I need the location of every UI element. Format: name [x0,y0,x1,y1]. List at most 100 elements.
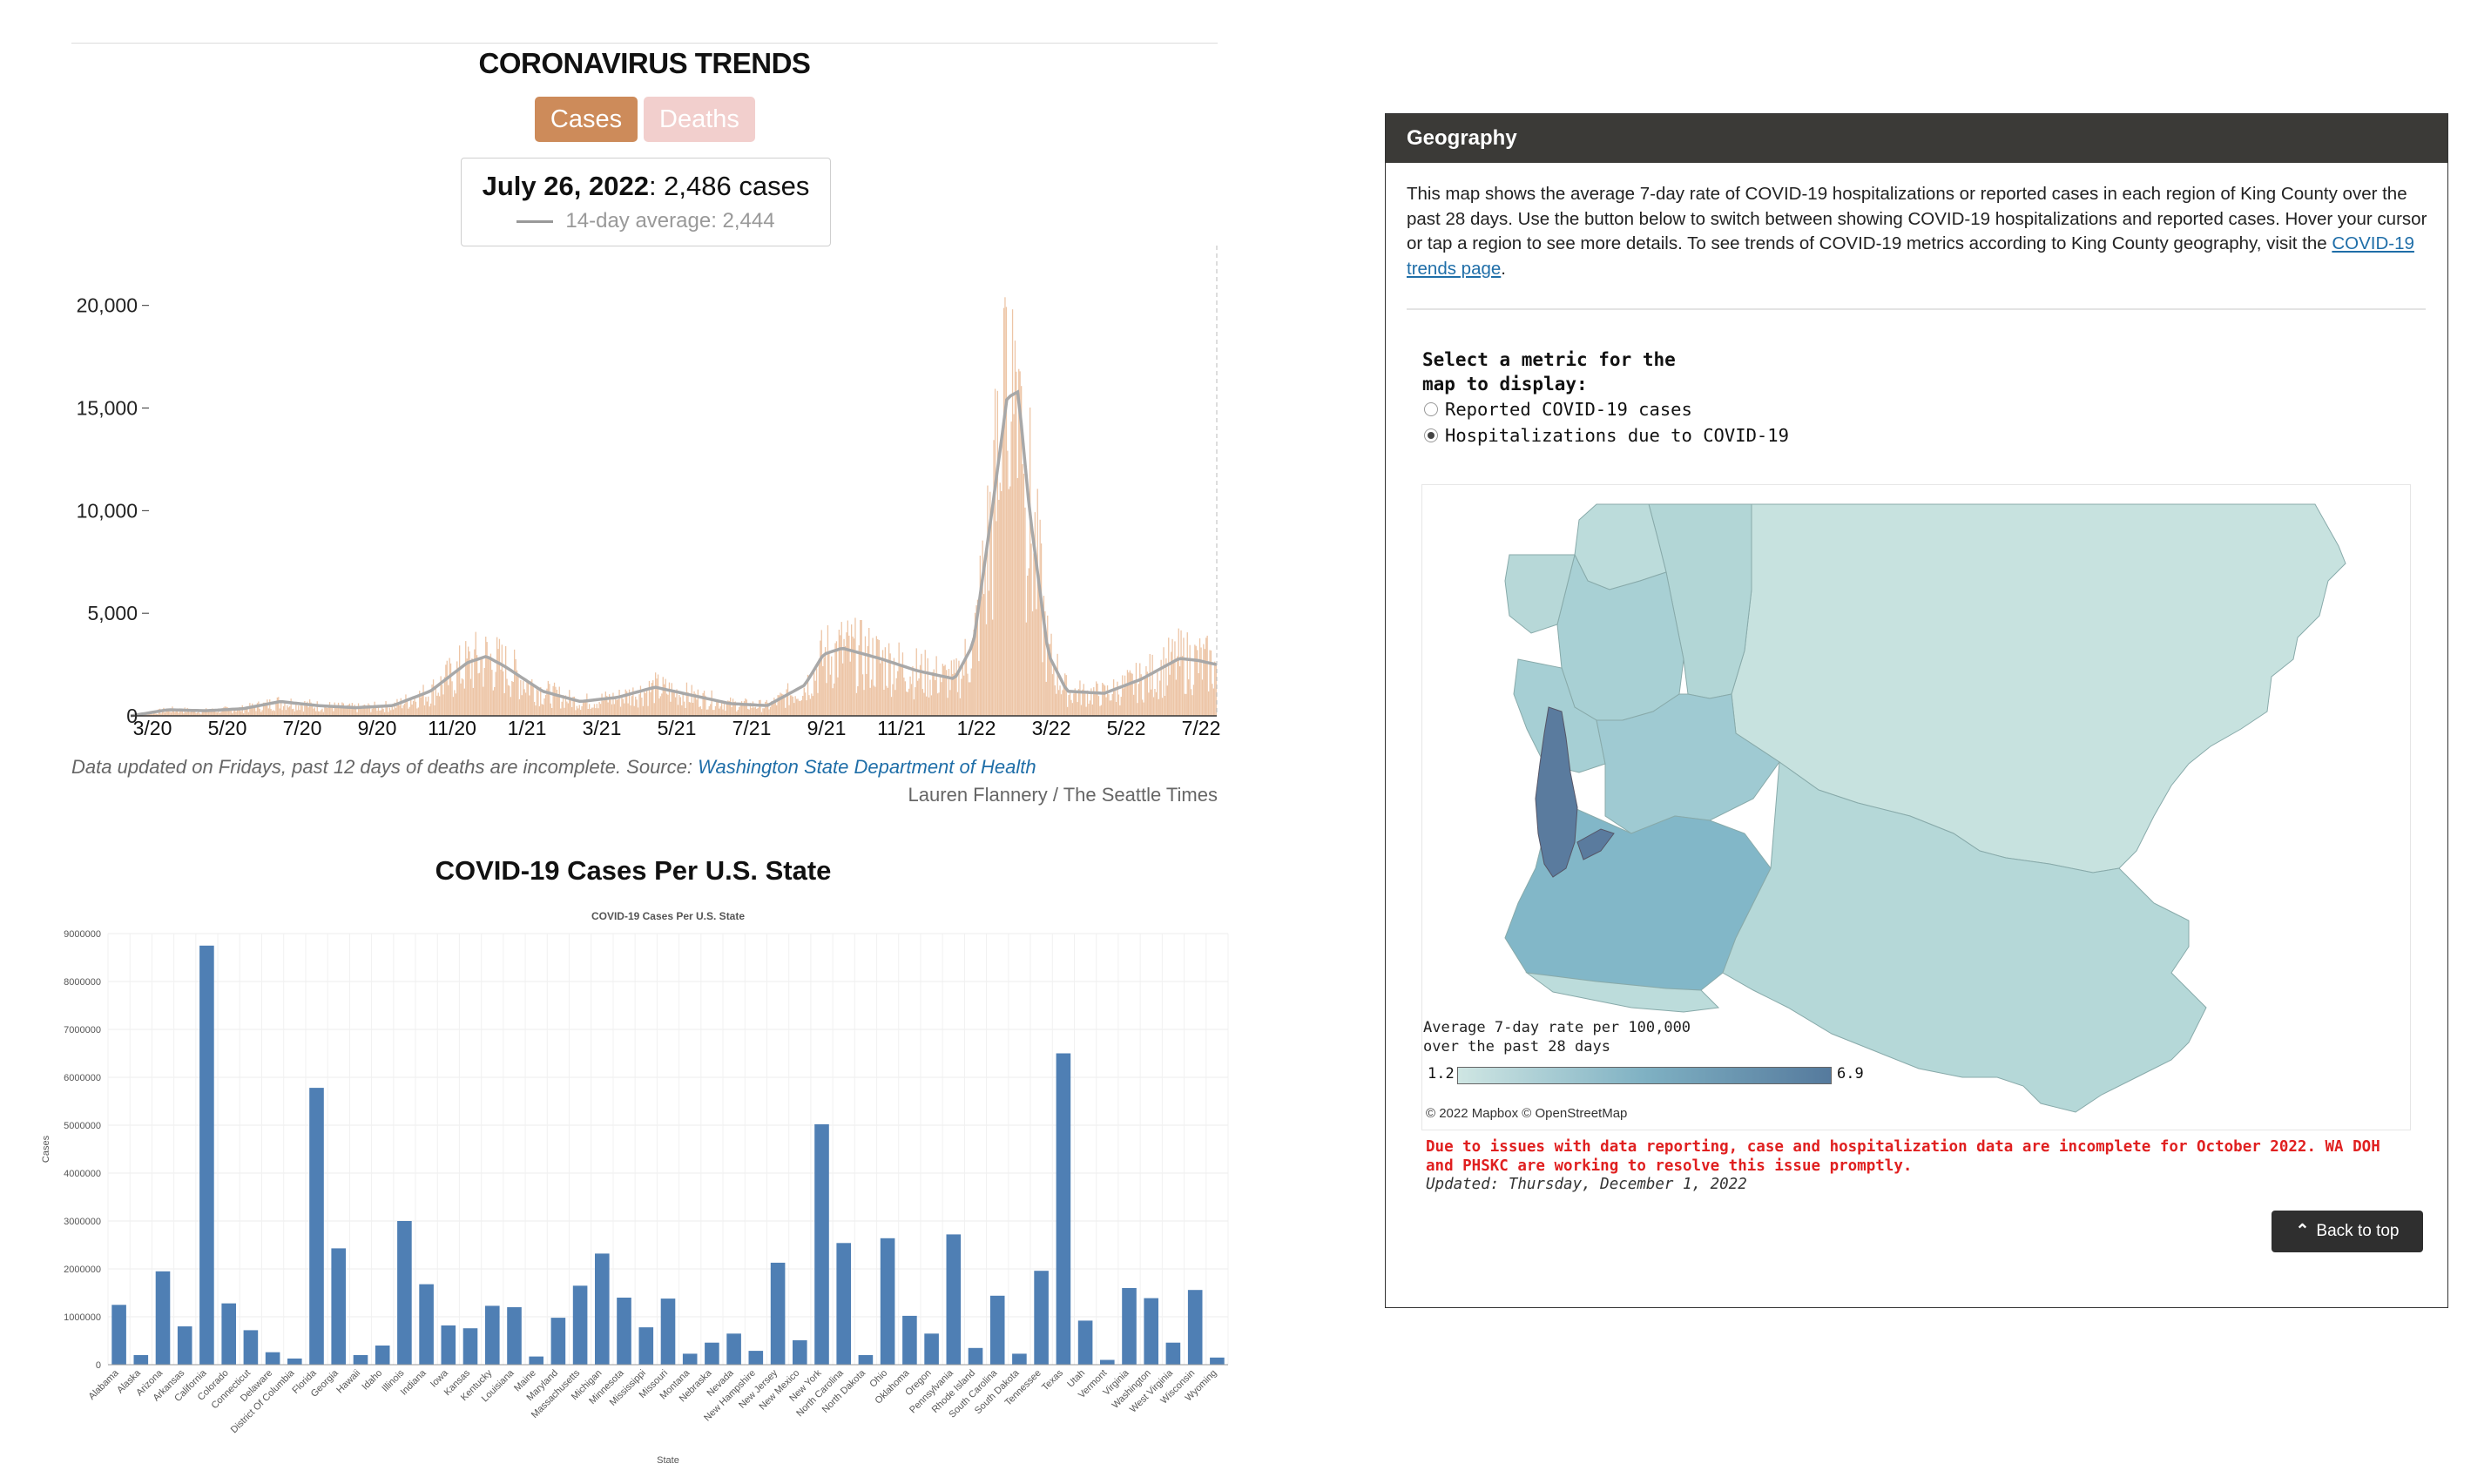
daily-case-bar [667,694,669,716]
daily-case-bar [749,703,752,716]
daily-case-bar [693,691,695,716]
back-to-top-button[interactable]: ⌃ Back to top [2272,1211,2423,1252]
source-link[interactable]: Washington State Department of Health [698,756,1036,778]
map-regions[interactable] [1422,485,2410,1130]
cases-toggle-button[interactable]: Cases [535,97,638,142]
daily-case-bar [1045,681,1047,716]
daily-case-bar [1013,414,1015,716]
daily-case-bar [745,698,746,716]
daily-case-bar [1180,630,1182,716]
trends-page-link[interactable]: COVID-19 trends page [1407,233,2414,279]
daily-case-bar [506,678,508,716]
daily-case-bar [449,663,452,716]
daily-case-bar [797,698,799,716]
map-region-southeast[interactable] [1722,761,2207,1113]
daily-case-bar [276,697,278,716]
daily-case-bar [322,712,324,716]
daily-case-bar [347,705,348,716]
caption-text: Data updated on Fridays, past 12 days of… [71,756,699,778]
daily-case-bar [1030,543,1032,716]
king-county-map[interactable]: Average 7-day rate per 100,000 over the p… [1421,484,2411,1130]
description-text: This map shows the average 7-day rate of… [1407,184,2427,253]
daily-case-bar [365,707,367,716]
daily-case-bar [483,667,485,716]
state-bar [989,1295,1005,1365]
map-region-vashon[interactable] [1535,706,1578,878]
daily-case-bar [688,702,690,716]
daily-case-bar [646,689,648,716]
state-bar [309,1088,324,1365]
deaths-toggle-button[interactable]: Deaths [644,97,755,142]
map-region-west-harbor[interactable] [1504,554,1576,634]
daily-case-bar [432,679,435,716]
radio-option-hospitalizations[interactable]: Hospitalizations due to COVID-19 [1424,425,1789,446]
daily-case-bar [179,708,181,716]
daily-case-bar [481,656,483,716]
radio-hospitalizations[interactable] [1424,428,1438,442]
daily-case-bar [560,708,562,716]
daily-case-bar [285,710,287,716]
daily-case-bar [1060,694,1063,716]
daily-case-bar [469,678,472,716]
daily-case-bar [454,690,456,716]
legend-color-scale [1457,1067,1832,1084]
daily-case-bar [570,698,571,716]
daily-case-bar [1209,650,1211,716]
daily-case-bar [1096,681,1097,716]
daily-case-bar [157,714,159,716]
daily-case-bar [696,699,698,716]
state-bar [243,1330,259,1365]
daily-case-bar [1129,670,1131,716]
daily-case-bar [183,713,185,716]
daily-case-bar [166,710,168,716]
daily-case-bar [192,709,194,716]
daily-case-bar [892,684,894,716]
map-region-maury[interactable] [1576,828,1615,860]
daily-case-bar [831,656,833,716]
daily-case-bar [921,689,923,716]
daily-case-bar [848,635,850,716]
daily-case-bar [1201,679,1204,716]
map-region-central[interactable] [1596,693,1780,834]
daily-case-bar [952,674,954,716]
radio-cases[interactable] [1424,402,1438,416]
daily-case-bar [1100,705,1102,716]
daily-case-bar [403,703,406,716]
daily-case-bar [1178,628,1179,716]
state-bar [968,1347,983,1366]
radio-option-cases[interactable]: Reported COVID-19 cases [1424,399,1692,420]
state-bar [836,1243,851,1365]
daily-case-bar [1194,644,1196,716]
daily-case-bar [676,689,678,716]
x-tick-label: Texas [1040,1367,1065,1393]
daily-case-bar [759,699,761,716]
daily-case-bar [861,674,864,716]
daily-case-bar [247,712,249,716]
daily-case-bar [607,702,609,716]
daily-case-bar [807,674,809,716]
daily-case-bar [796,698,798,716]
daily-case-bar [233,711,234,716]
daily-case-bar [802,696,804,716]
daily-case-bar [527,680,530,716]
daily-case-bar [699,705,701,716]
daily-case-bar [397,703,399,716]
daily-case-bar [849,661,851,716]
daily-case-bar [757,708,759,716]
daily-case-bar [381,706,383,716]
daily-case-bar [674,697,677,716]
daily-case-bar [419,691,421,716]
daily-case-bar [445,664,447,716]
daily-case-bar [258,701,260,716]
daily-case-bar [399,705,401,716]
map-region-southwest-coast[interactable] [1525,972,1720,1013]
daily-case-bar [335,705,337,716]
state-bar [1034,1271,1049,1365]
daily-case-bar [906,691,908,716]
daily-case-bar [959,698,961,716]
x-tick-label: Alabama [87,1367,122,1402]
daily-case-bar [639,685,642,716]
daily-case-bar [489,653,492,716]
daily-case-bar [1070,699,1072,716]
